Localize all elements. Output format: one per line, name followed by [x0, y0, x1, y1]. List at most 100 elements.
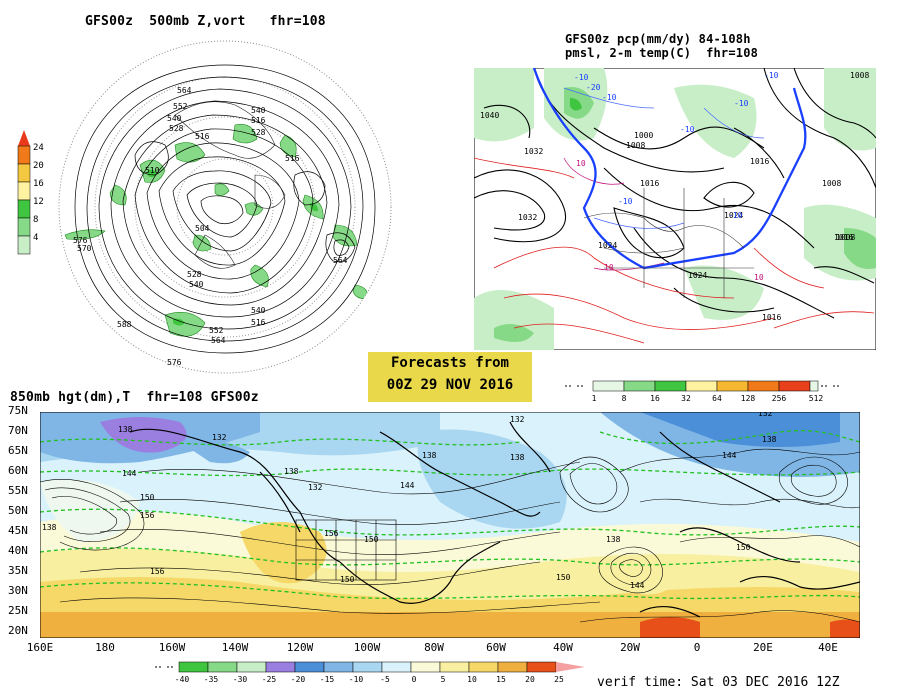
lon-label: 160E	[26, 641, 54, 654]
polar-contour-label: 528	[187, 270, 202, 279]
lon-label: 0	[693, 641, 701, 654]
bottom-contour-label: 156	[140, 511, 155, 520]
lon-label: 20W	[620, 641, 640, 654]
lon-label: 60W	[486, 641, 506, 654]
na-temp-label: -10	[618, 197, 633, 206]
na-pressure-label: 1008	[822, 179, 841, 188]
na-temp-label: -10	[602, 93, 617, 102]
bottom-contour-label: 156	[150, 567, 165, 576]
polar-contour-label: 528	[251, 128, 266, 137]
precip-cb-tick: 128	[740, 394, 756, 403]
precip-cb-tick: 512	[808, 394, 824, 403]
polar-colorbar	[17, 130, 31, 255]
bottom-contour-label: 150	[736, 543, 751, 552]
na-pressure-label: 1008	[626, 141, 645, 150]
polar-contour-label: 540	[251, 306, 266, 315]
temp-cb-tick: 5	[440, 675, 446, 684]
polar-contour-label: 504	[195, 224, 210, 233]
bottom-contour-label: 150	[140, 493, 155, 502]
na-temp-label: -10	[734, 99, 749, 108]
polar-cb-tick: 24	[33, 143, 44, 153]
polar-contour-label: 564	[211, 336, 226, 345]
polar-contour-label: 552	[209, 326, 224, 335]
precip-cb-tick: 64	[712, 394, 722, 403]
na-pressure-label: 1016	[640, 179, 659, 188]
na-temp-label: -10	[680, 125, 695, 134]
bottom-contour-label: 132	[308, 483, 323, 492]
temp-cb-tick: -25	[261, 675, 277, 684]
na-temp-label: -20	[586, 83, 601, 92]
lat-label: 65N	[8, 444, 28, 457]
polar-cb-tick: 4	[33, 233, 39, 243]
bottom-contour-label: 138	[762, 435, 777, 444]
temp-cb-tick: 20	[525, 675, 535, 684]
na-pcp-map: 1040 1032 1032 1024 1016 1008 1000 1016 …	[474, 68, 876, 350]
na-temp-label: -10	[728, 211, 743, 220]
polar-contour-label: 516	[251, 318, 266, 327]
na-pressure-label: 1016	[834, 233, 853, 242]
na-panel-title-line2: pmsl, 2-m temp(C) fhr=108	[565, 46, 759, 60]
polar-contour-label: 540	[167, 114, 182, 123]
lat-label: 55N	[8, 484, 28, 497]
lon-label: 120W	[286, 641, 314, 654]
lat-label: 75N	[8, 404, 28, 417]
lat-label: 50N	[8, 504, 28, 517]
bottom-contour-label: 150	[556, 573, 571, 582]
na-pressure-label: 1008	[850, 71, 869, 80]
polar-contour-label: 528	[169, 124, 184, 133]
bottom-contour-label: 138	[118, 425, 133, 434]
verif-time: verif time: Sat 03 DEC 2016 12Z	[597, 675, 840, 690]
forecast-banner-line2: 00Z 29 NOV 2016	[386, 377, 514, 393]
na-temp-label: 10	[604, 263, 614, 272]
polar-contour-label: 552	[173, 102, 188, 111]
polar-500mb-map: 564 552 540 528 516 510 516 528 516 540 …	[58, 40, 392, 374]
lat-label: 45N	[8, 524, 28, 537]
precip-cb-tick: 32	[681, 394, 691, 403]
lat-label: 25N	[8, 604, 28, 617]
lon-label: 140W	[221, 641, 249, 654]
na-pressure-label: 1032	[524, 147, 543, 156]
temp-cb-tick: -30	[232, 675, 248, 684]
temp-cb-tick: 25	[554, 675, 564, 684]
temp-cb-tick: 0	[411, 675, 417, 684]
polar-contour-label: 540	[251, 106, 266, 115]
polar-contour-label: 516	[251, 116, 266, 125]
na-temp-label: -10	[574, 73, 589, 82]
na-temp-label: -10	[764, 71, 779, 80]
lon-label: 20E	[753, 641, 773, 654]
bottom-contour-label: 132	[758, 412, 773, 418]
polar-contour-label: 564	[177, 86, 192, 95]
temp-cb-tick: -10	[348, 675, 364, 684]
bottom-contour-label: 138	[606, 535, 621, 544]
na-pressure-label: 1000	[634, 131, 653, 140]
bottom-contour-label: 138	[422, 451, 437, 460]
polar-cb-tick: 16	[33, 179, 44, 189]
lat-label: 35N	[8, 564, 28, 577]
polar-cb-tick: 12	[33, 197, 44, 207]
lon-label: 80W	[424, 641, 444, 654]
bottom-panel-title: 850mb hgt(dm),T fhr=108 GFS00z	[10, 390, 259, 405]
polar-contour-label: 516	[195, 132, 210, 141]
precip-cb-tick: 8	[621, 394, 627, 403]
lon-label: 160W	[158, 641, 186, 654]
na-temp-label: 10	[754, 273, 764, 282]
lon-label: 180	[95, 641, 115, 654]
precip-cb-tick: 256	[771, 394, 787, 403]
na-pressure-label: 1024	[724, 211, 743, 220]
bottom-contour-label: 138	[42, 523, 57, 532]
polar-contour-label: 510	[145, 166, 160, 175]
lat-label: 20N	[8, 624, 28, 637]
bottom-contour-label: 156	[324, 529, 339, 538]
lon-label: 40E	[818, 641, 838, 654]
na-pressure-label: 1040	[480, 111, 499, 120]
precip-cb-tick: 1	[591, 394, 597, 403]
bottom-contour-label: 144	[630, 581, 645, 590]
bottom-contour-label: 132	[510, 415, 525, 424]
precip-colorbar	[565, 380, 841, 392]
polar-contour-label: 516	[285, 154, 300, 163]
polar-cb-tick: 8	[33, 215, 39, 225]
lat-label: 30N	[8, 584, 28, 597]
bottom-contour-label: 144	[400, 481, 415, 490]
polar-contour-label: 576	[167, 358, 182, 367]
bottom-contour-label: 150	[364, 535, 379, 544]
